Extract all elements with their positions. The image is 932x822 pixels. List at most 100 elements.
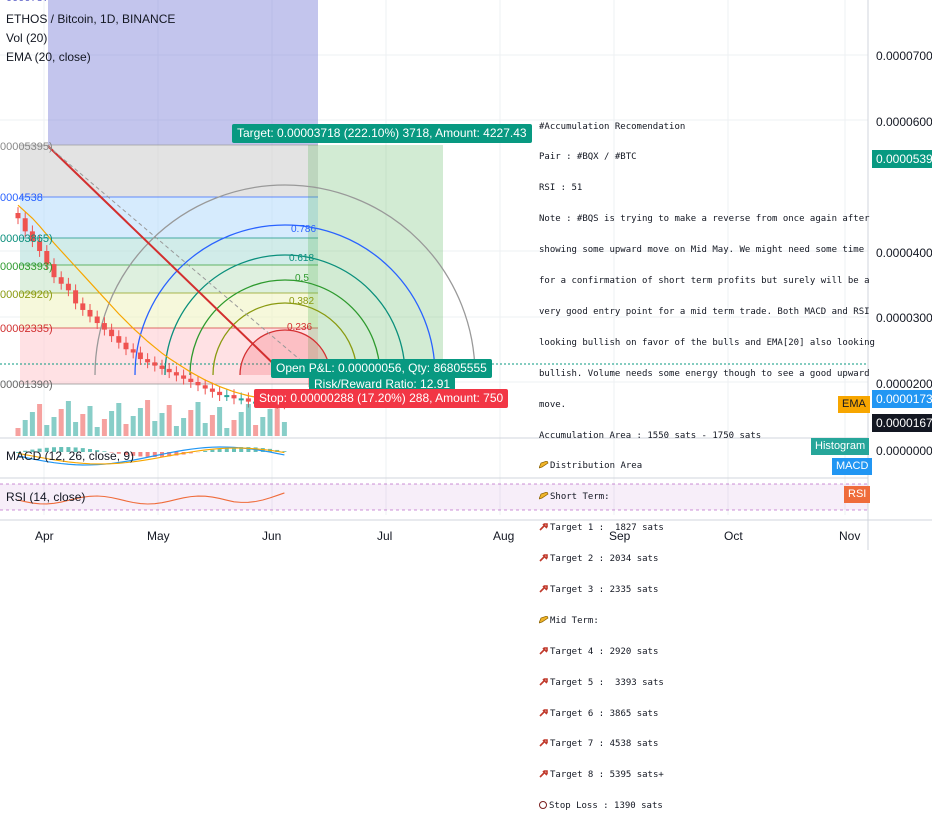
- current-price-tag: 0.00005392: [872, 150, 932, 168]
- volume-bar: [188, 410, 193, 436]
- volume-bar: [138, 408, 143, 436]
- candle-body: [109, 330, 114, 337]
- ema-tag: EMA: [838, 396, 870, 413]
- candle-body: [152, 362, 157, 365]
- volume-bar: [23, 420, 28, 436]
- volume-bar: [152, 421, 157, 436]
- volume-bar: [181, 418, 186, 436]
- ema-label: EMA (20, close): [6, 50, 91, 64]
- note-line: looking bullish on favor of the bulls an…: [539, 338, 859, 348]
- pin-icon: [539, 554, 549, 562]
- volume-bar: [37, 404, 42, 436]
- note-line: #Accumulation Recomendation: [539, 122, 859, 132]
- pencil-icon: [539, 461, 549, 469]
- fib-zone: [20, 238, 318, 265]
- volume-bar: [253, 425, 258, 436]
- candle-body: [124, 343, 129, 350]
- target-line: Target 1 : 1827 sats: [550, 523, 664, 533]
- level-label-1390: 00001390): [0, 379, 53, 391]
- volume-bar: [59, 409, 64, 436]
- candle-body: [95, 317, 100, 324]
- candle-body: [23, 218, 28, 231]
- level-label-2335: 00002335): [0, 323, 53, 335]
- volume-bar: [52, 417, 57, 436]
- stop-circle-icon: [539, 801, 547, 809]
- volume-bar: [210, 415, 215, 436]
- note-line: Note : #BQS is trying to make a reverse …: [539, 214, 859, 224]
- candle-body: [73, 290, 78, 303]
- pencil-icon: [539, 616, 549, 624]
- candle-body: [196, 382, 201, 385]
- time-label: Apr: [35, 529, 54, 543]
- volume-bar: [80, 414, 85, 436]
- candle-body: [88, 310, 93, 317]
- target-line: Target 7 : 4538 sats: [550, 739, 658, 749]
- fib-0382: 0.382: [289, 296, 314, 307]
- macd-label: MACD (12, 26, close, 9): [6, 449, 134, 463]
- macd-hist-bar: [210, 450, 214, 452]
- candle-body: [217, 392, 222, 395]
- volume-bar: [109, 411, 114, 436]
- candle-body: [80, 303, 85, 310]
- accumulation-note: #Accumulation Recomendation Pair : #BQX …: [539, 101, 859, 822]
- rsi-label: RSI (14, close): [6, 490, 85, 504]
- level-label-5395: 00005395): [0, 141, 53, 153]
- candle-body: [145, 359, 150, 362]
- candle-body: [116, 336, 121, 343]
- volume-bar: [88, 406, 93, 436]
- volume-bar: [282, 422, 287, 436]
- fib-05: 0.5: [295, 273, 309, 284]
- short-term-line: Short Term:: [550, 492, 610, 502]
- pin-icon: [539, 739, 549, 747]
- vol-label: Vol (20): [6, 31, 47, 45]
- candle-body: [16, 213, 21, 218]
- pin-icon: [539, 709, 549, 717]
- stop-label[interactable]: Stop: 0.00000288 (17.20%) 288, Amount: 7…: [254, 389, 508, 408]
- candle-body: [160, 366, 165, 369]
- last-price-tag: 0.00001674: [872, 414, 932, 432]
- volume-bar: [131, 416, 136, 436]
- fib-zone: [20, 145, 318, 197]
- level-label-3393: 00003393): [0, 261, 53, 273]
- volume-bar: [174, 426, 179, 436]
- volume-bar: [260, 417, 265, 436]
- fib-0236: 0.236: [287, 322, 312, 333]
- stop-loss-line: Stop Loss : 1390 sats: [549, 801, 663, 811]
- volume-bar: [268, 409, 273, 436]
- volume-bar: [30, 412, 35, 436]
- candle-body: [59, 277, 64, 284]
- volume-bar: [73, 422, 78, 436]
- volume-bar: [116, 403, 121, 436]
- rsi-tag: RSI: [844, 486, 870, 503]
- note-line: RSI : 51: [539, 183, 859, 193]
- note-line: for a confirmation of short term profits…: [539, 276, 859, 286]
- note-line: move.: [539, 400, 859, 410]
- histogram-tag: Histogram: [811, 438, 869, 455]
- symbol-title: ETHOS / Bitcoin, 1D, BINANCE: [6, 12, 175, 26]
- note-line: very good entry point for a mid term tra…: [539, 307, 859, 317]
- candle-body: [102, 323, 107, 330]
- volume-bar: [102, 419, 107, 436]
- pin-icon: [539, 585, 549, 593]
- volume-bar: [246, 404, 251, 436]
- volume-bar: [167, 405, 172, 436]
- target-label[interactable]: Target: 0.00003718 (222.10%) 3718, Amoun…: [232, 124, 532, 143]
- volume-bar: [217, 407, 222, 436]
- time-label: Jul: [377, 529, 392, 543]
- time-label: Nov: [839, 529, 860, 543]
- target-line: Target 2 : 2034 sats: [550, 554, 658, 564]
- candle-body: [232, 395, 237, 398]
- time-label: Sep: [609, 529, 630, 543]
- target-line: Target 6 : 3865 sats: [550, 709, 658, 719]
- candle-body: [224, 395, 229, 397]
- distribution-line: Distribution Area: [550, 461, 642, 471]
- fib-zone: [20, 293, 318, 328]
- target-zone: [308, 145, 443, 375]
- macd-hist-bar: [138, 452, 142, 456]
